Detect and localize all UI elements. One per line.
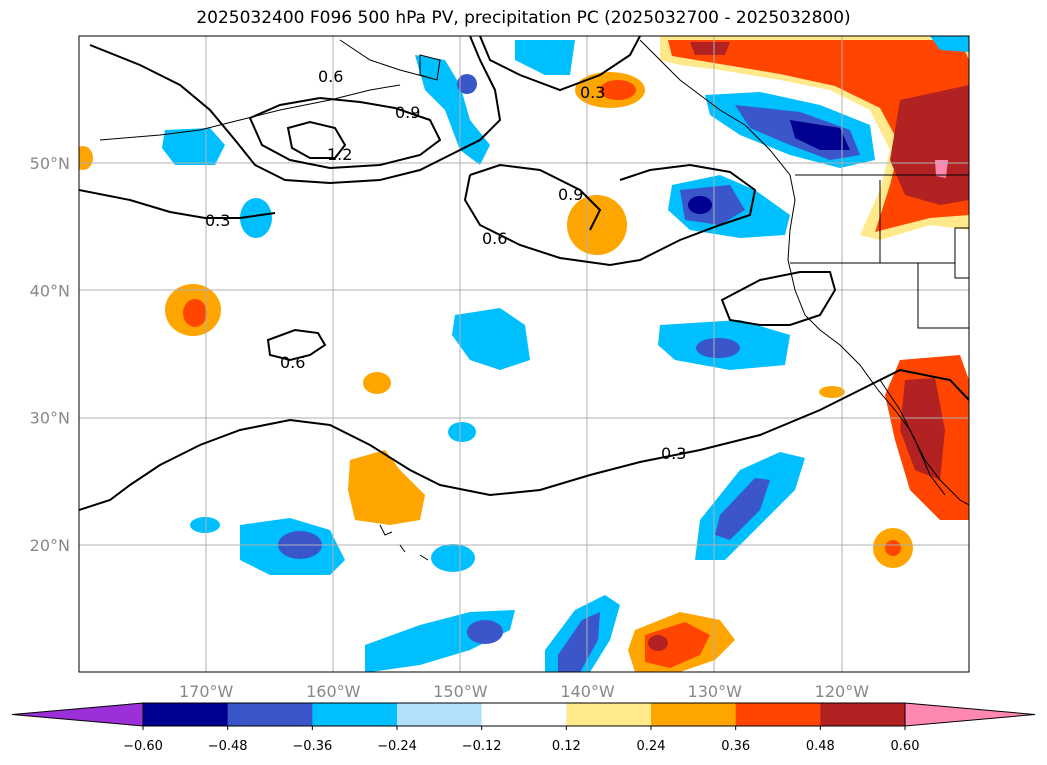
precip-negative-region xyxy=(515,40,575,75)
precip-positive-region xyxy=(819,386,845,398)
contour-label-0-6: 0.6 xyxy=(280,353,305,372)
precip-positive-region xyxy=(890,85,969,205)
precip-negative-region xyxy=(696,338,740,358)
precip-negative-region xyxy=(457,74,477,94)
coastlines xyxy=(99,39,969,561)
precip-negative-region xyxy=(790,120,850,150)
precip-positive-region xyxy=(690,42,730,55)
lat-tick-label: 40°N xyxy=(30,281,70,300)
precip-negative-region xyxy=(467,620,503,644)
precip-positive-region xyxy=(900,378,945,480)
contour-label-0-3: 0.3 xyxy=(661,444,686,463)
map-title: 2025032400 F096 500 hPa PV, precipitatio… xyxy=(196,8,851,28)
colorbar-extend-low xyxy=(11,702,144,727)
colorbar-tick-label: 0.60 xyxy=(891,739,920,754)
lon-tick-label: 140°W xyxy=(560,682,615,701)
colorbar-tick-label: −0.48 xyxy=(208,739,248,754)
colorbar: −0.60 −0.48 −0.36 −0.24 −0.12 0.12 0.24 0.36 0.4… xyxy=(11,702,1036,754)
precip-positive-region xyxy=(885,540,901,556)
precip-positive-region xyxy=(348,450,425,525)
colorbar-segment xyxy=(651,703,737,726)
colorbar-tick-label: 0.24 xyxy=(637,739,666,754)
colorbar-segment xyxy=(397,703,483,726)
contour-label-1-2: 1.2 xyxy=(327,145,352,164)
precip-negative-region xyxy=(240,198,272,238)
precip-positive-region xyxy=(668,40,969,232)
precip-negative-region xyxy=(452,308,530,370)
latitude-tick-labels: 50°N 40°N 30°N 20°N xyxy=(30,154,70,555)
precip-negative-region xyxy=(688,196,712,214)
precip-positive-region xyxy=(935,160,948,178)
map-frame xyxy=(78,35,970,673)
colorbar-segment xyxy=(143,703,229,726)
colorbar-segment xyxy=(312,703,398,726)
colorbar-frame xyxy=(142,702,906,727)
colorbar-segment xyxy=(820,703,906,726)
precip-negative-region xyxy=(190,517,220,533)
colorbar-tick-label: −0.60 xyxy=(123,739,163,754)
precip-positive-region xyxy=(600,80,636,100)
colorbar-tick-label: 0.48 xyxy=(806,739,835,754)
precip-negative-region xyxy=(680,185,745,225)
precip-negative-region xyxy=(930,36,969,52)
contour-label-0-3: 0.3 xyxy=(205,211,230,230)
colorbar-segment xyxy=(227,703,313,726)
precip-negative-region xyxy=(448,422,476,442)
colorbar-tick-label: −0.24 xyxy=(377,739,417,754)
colorbar-segment xyxy=(735,703,821,726)
precip-negative-region xyxy=(558,612,600,672)
precip-positive-region xyxy=(79,146,93,170)
precip-negative-region xyxy=(415,55,490,165)
lon-tick-label: 120°W xyxy=(815,682,870,701)
precip-negative-region xyxy=(715,478,770,540)
lon-tick-label: 170°W xyxy=(179,682,234,701)
precip-negative-region xyxy=(431,544,475,572)
precip-positive-region xyxy=(363,372,391,394)
colorbar-tick-label: −0.36 xyxy=(292,739,332,754)
graticule xyxy=(79,36,969,672)
pv-contours xyxy=(79,36,969,511)
longitude-tick-labels: 170°W 160°W 150°W 140°W 130°W 120°W xyxy=(179,682,869,701)
colorbar-extend-high xyxy=(904,702,1036,727)
precip-positive-region xyxy=(645,622,710,668)
lat-tick-label: 30°N xyxy=(30,409,70,428)
lat-tick-label: 20°N xyxy=(30,536,70,555)
colorbar-tick-label: 0.12 xyxy=(552,739,581,754)
colorbar-segment xyxy=(481,703,567,726)
contour-label-0-3: 0.3 xyxy=(580,83,605,102)
lon-tick-label: 130°W xyxy=(688,682,743,701)
contour-label-0-6: 0.6 xyxy=(482,229,507,248)
colorbar-tick-label: −0.12 xyxy=(462,739,502,754)
contour-label-0-9: 0.9 xyxy=(395,103,420,122)
lon-tick-label: 160°W xyxy=(306,682,361,701)
lon-tick-label: 150°W xyxy=(433,682,488,701)
colorbar-tick-label: 0.36 xyxy=(721,739,750,754)
pv-contour-labels: 0.3 0.6 0.9 1.2 0.9 0.6 0.6 0.3 0.3 xyxy=(205,67,686,463)
lat-tick-label: 50°N xyxy=(30,154,70,173)
precip-shading xyxy=(79,36,969,672)
precip-positive-region xyxy=(648,635,668,651)
colorbar-segment xyxy=(566,703,652,726)
contour-label-0-6: 0.6 xyxy=(318,67,343,86)
contour-label-0-9: 0.9 xyxy=(558,185,583,204)
precip-positive-region xyxy=(567,195,627,255)
precip-negative-region xyxy=(162,128,225,165)
precip-positive-region xyxy=(183,299,207,327)
